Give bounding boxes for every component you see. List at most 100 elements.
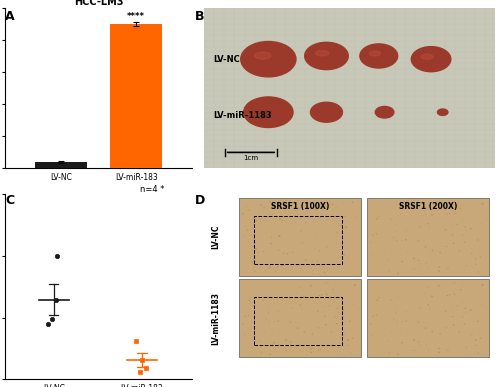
Ellipse shape (290, 341, 292, 342)
Ellipse shape (312, 273, 313, 274)
Ellipse shape (402, 321, 403, 322)
Text: A: A (5, 10, 15, 23)
Ellipse shape (446, 246, 447, 247)
Ellipse shape (454, 294, 456, 295)
Ellipse shape (464, 241, 466, 243)
Ellipse shape (397, 272, 399, 274)
Ellipse shape (310, 285, 312, 286)
Ellipse shape (319, 273, 320, 274)
Ellipse shape (277, 266, 278, 267)
Ellipse shape (432, 331, 433, 332)
Ellipse shape (456, 224, 458, 225)
Ellipse shape (460, 291, 462, 292)
Ellipse shape (271, 237, 272, 238)
Ellipse shape (244, 316, 246, 317)
Ellipse shape (370, 51, 380, 56)
Ellipse shape (336, 308, 338, 309)
Ellipse shape (282, 219, 284, 221)
Ellipse shape (300, 304, 301, 306)
Ellipse shape (284, 201, 286, 203)
Ellipse shape (438, 109, 448, 115)
Ellipse shape (324, 306, 326, 307)
Ellipse shape (453, 292, 454, 293)
Text: SRSF1 (200X): SRSF1 (200X) (399, 202, 458, 211)
Ellipse shape (346, 227, 348, 228)
Ellipse shape (418, 260, 420, 261)
Ellipse shape (305, 222, 307, 223)
Ellipse shape (402, 240, 403, 241)
Ellipse shape (460, 289, 462, 290)
Ellipse shape (482, 285, 483, 286)
Ellipse shape (453, 211, 454, 212)
Ellipse shape (414, 350, 415, 351)
Ellipse shape (300, 231, 302, 232)
Text: C: C (5, 194, 14, 207)
Ellipse shape (418, 355, 419, 356)
Point (132, 338, 140, 344)
Text: D: D (195, 194, 205, 207)
Ellipse shape (480, 337, 481, 339)
Ellipse shape (372, 235, 374, 236)
Ellipse shape (303, 296, 305, 297)
Ellipse shape (428, 304, 429, 306)
Ellipse shape (397, 354, 399, 355)
Ellipse shape (480, 256, 481, 257)
Ellipse shape (304, 259, 306, 261)
Ellipse shape (338, 347, 339, 348)
Ellipse shape (291, 345, 292, 346)
Ellipse shape (285, 203, 286, 204)
Bar (35, 162, 88, 168)
Ellipse shape (462, 204, 464, 205)
Ellipse shape (419, 345, 420, 346)
Ellipse shape (470, 228, 472, 229)
Ellipse shape (283, 253, 284, 254)
Text: LV-miR-1183: LV-miR-1183 (213, 111, 272, 120)
Ellipse shape (482, 284, 484, 285)
Bar (367, 198, 489, 276)
Text: LV-NC: LV-NC (213, 55, 240, 64)
Ellipse shape (419, 308, 420, 309)
Ellipse shape (262, 300, 264, 301)
Ellipse shape (286, 350, 287, 351)
Ellipse shape (248, 209, 250, 211)
Ellipse shape (428, 349, 429, 350)
Ellipse shape (312, 261, 314, 262)
Ellipse shape (347, 339, 348, 340)
Ellipse shape (378, 297, 380, 298)
Ellipse shape (300, 286, 301, 288)
Ellipse shape (372, 253, 374, 254)
Ellipse shape (446, 349, 448, 351)
Ellipse shape (396, 240, 398, 241)
Ellipse shape (454, 201, 455, 202)
Bar (367, 279, 489, 357)
Ellipse shape (446, 327, 447, 329)
Ellipse shape (478, 353, 479, 354)
Ellipse shape (446, 214, 448, 215)
Ellipse shape (258, 252, 259, 253)
Point (136, 369, 144, 375)
Ellipse shape (452, 225, 454, 226)
Ellipse shape (464, 323, 466, 324)
Ellipse shape (336, 232, 338, 233)
Ellipse shape (252, 246, 254, 247)
Ellipse shape (376, 300, 378, 301)
Ellipse shape (407, 332, 408, 334)
Ellipse shape (270, 243, 272, 244)
Ellipse shape (475, 340, 476, 341)
Ellipse shape (413, 339, 415, 341)
Ellipse shape (475, 339, 476, 340)
Ellipse shape (242, 213, 244, 214)
Ellipse shape (263, 251, 264, 252)
Ellipse shape (376, 233, 378, 235)
Ellipse shape (312, 333, 313, 335)
Text: 1cm: 1cm (244, 156, 258, 161)
Ellipse shape (431, 214, 433, 216)
Ellipse shape (316, 260, 318, 262)
Ellipse shape (298, 200, 300, 202)
Ellipse shape (244, 335, 246, 336)
Ellipse shape (290, 355, 291, 356)
Ellipse shape (431, 296, 433, 297)
Ellipse shape (378, 216, 380, 217)
Ellipse shape (393, 237, 394, 238)
Ellipse shape (338, 312, 339, 313)
